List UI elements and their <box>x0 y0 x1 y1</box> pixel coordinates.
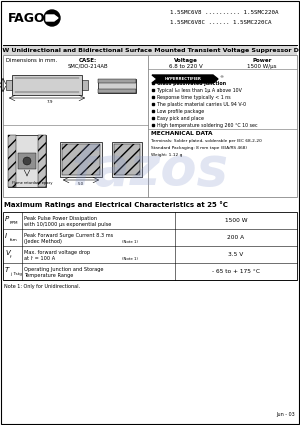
Text: MECHANICAL DATA: MECHANICAL DATA <box>151 131 212 136</box>
Text: T: T <box>5 266 9 272</box>
Bar <box>8 135 46 187</box>
Text: SMC/DO-214AB: SMC/DO-214AB <box>68 63 108 68</box>
Text: High temperature soldering 260 °C 10 sec: High temperature soldering 260 °C 10 sec <box>157 122 258 128</box>
Text: Jun - 03: Jun - 03 <box>276 412 295 417</box>
Bar <box>12 75 82 95</box>
Bar <box>114 144 140 175</box>
Bar <box>3 55 297 197</box>
Text: Terminals: Solder plated, solderable per IEC 68-2-20: Terminals: Solder plated, solderable per… <box>151 139 262 143</box>
Text: CASE:: CASE: <box>79 58 97 63</box>
Text: - 65 to + 175 °C: - 65 to + 175 °C <box>212 269 260 274</box>
Bar <box>38 135 46 187</box>
Bar <box>82 80 88 90</box>
Bar <box>60 142 102 177</box>
Circle shape <box>23 157 31 165</box>
Text: 6.8 to 220 V: 6.8 to 220 V <box>169 64 203 69</box>
Text: I: I <box>5 232 7 238</box>
Text: Temperature Range: Temperature Range <box>24 273 74 278</box>
Bar <box>98 79 136 93</box>
Text: Standard Packaging: 8 mm tape (EIA/RS 468): Standard Packaging: 8 mm tape (EIA/RS 46… <box>151 146 247 150</box>
Text: Response time typically < 1 ns: Response time typically < 1 ns <box>157 94 231 99</box>
Text: 1.5SMC6V8 .......... 1.5SMC220A: 1.5SMC6V8 .......... 1.5SMC220A <box>170 9 278 14</box>
Text: 1.5SMC6V8C ...... 1.5SMC220CA: 1.5SMC6V8C ...... 1.5SMC220CA <box>170 20 272 25</box>
Text: Power: Power <box>252 58 272 63</box>
Text: ®: ® <box>219 75 223 79</box>
Text: with 10/1000 μs exponential pulse: with 10/1000 μs exponential pulse <box>24 222 111 227</box>
Text: 3.5 V: 3.5 V <box>228 252 244 257</box>
Bar <box>98 89 136 93</box>
Text: The plastic material carries UL 94 V-0: The plastic material carries UL 94 V-0 <box>157 102 246 107</box>
Text: Low profile package: Low profile package <box>157 108 204 113</box>
Bar <box>62 144 100 175</box>
Text: 1500 W: 1500 W <box>225 218 247 223</box>
Text: at Iⁱ = 100 A: at Iⁱ = 100 A <box>24 256 55 261</box>
Text: fazos: fazos <box>71 144 229 196</box>
Text: 2.5: 2.5 <box>0 83 1 87</box>
Polygon shape <box>46 15 58 21</box>
Text: Glass passivated junction: Glass passivated junction <box>157 80 226 85</box>
Text: Peak Forward Surge Current 8.3 ms: Peak Forward Surge Current 8.3 ms <box>24 233 113 238</box>
Text: Maximum Ratings and Electrical Characteristics at 25 °C: Maximum Ratings and Electrical Character… <box>4 201 228 208</box>
Text: Easy pick and place: Easy pick and place <box>157 116 204 121</box>
Bar <box>6 80 12 90</box>
Bar <box>98 79 136 83</box>
Bar <box>3 45 297 55</box>
Bar <box>3 212 297 280</box>
Text: Weight: 1.12 g: Weight: 1.12 g <box>151 153 182 157</box>
Text: Typical Iₐ₀ less than 1μ A above 10V: Typical Iₐ₀ less than 1μ A above 10V <box>157 88 242 93</box>
Bar <box>18 153 36 169</box>
Text: 200 A: 200 A <box>227 235 244 240</box>
Text: 5.0: 5.0 <box>78 182 84 186</box>
Polygon shape <box>152 75 218 83</box>
Text: j  Tstg: j Tstg <box>10 272 22 275</box>
Text: 1500 W Unidirectional and Bidirectional Surface Mounted Transient Voltage Suppre: 1500 W Unidirectional and Bidirectional … <box>0 48 300 53</box>
Text: (Note 1): (Note 1) <box>122 240 138 244</box>
Text: fsm: fsm <box>10 238 18 241</box>
Text: Note 1: Only for Unidirectional.: Note 1: Only for Unidirectional. <box>4 284 80 289</box>
Text: Dimensions in mm.: Dimensions in mm. <box>6 58 57 63</box>
Text: Peak Pulse Power Dissipation: Peak Pulse Power Dissipation <box>24 216 97 221</box>
Bar <box>112 142 142 177</box>
Text: 1500 W/μs: 1500 W/μs <box>247 64 277 69</box>
Text: Flame retardant epoxy: Flame retardant epoxy <box>12 181 52 185</box>
Text: PPM: PPM <box>10 221 19 224</box>
Text: (Note 1): (Note 1) <box>122 257 138 261</box>
Bar <box>8 135 16 187</box>
Text: f: f <box>10 255 11 258</box>
Text: 7.9: 7.9 <box>47 100 53 104</box>
Text: HYPERRECTIFIER: HYPERRECTIFIER <box>165 77 201 81</box>
Text: Operating Junction and Storage: Operating Junction and Storage <box>24 267 103 272</box>
Circle shape <box>44 10 60 26</box>
Text: FAGOR: FAGOR <box>8 11 55 25</box>
Text: (Jedec Method): (Jedec Method) <box>24 239 62 244</box>
Text: Max. forward voltage drop: Max. forward voltage drop <box>24 250 90 255</box>
Text: V: V <box>5 249 10 255</box>
Text: Voltage: Voltage <box>174 58 198 63</box>
Text: P: P <box>5 215 9 221</box>
